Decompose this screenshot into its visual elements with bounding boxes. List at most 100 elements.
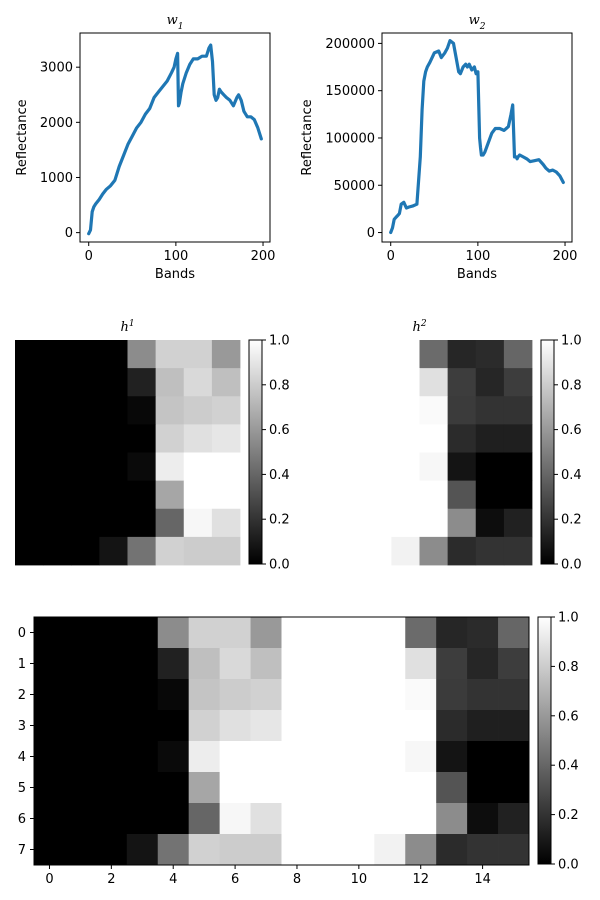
heatmap-cell [503, 424, 533, 453]
heatmap-cell [211, 480, 241, 510]
heatmap-cell [211, 340, 241, 369]
heatmap-cell [343, 834, 375, 866]
heatmap-cell [436, 803, 468, 835]
y-tick-label: 6 [18, 812, 26, 827]
heatmap-cell [155, 508, 185, 538]
heatmap-cell [374, 648, 406, 680]
heatmap-cell [419, 536, 449, 566]
heatmap-cell [64, 679, 97, 711]
heatmap-cell [15, 396, 44, 425]
heatmap-cell [343, 803, 375, 835]
x-axis-label: Bands [155, 267, 195, 282]
heatmap-cell [391, 340, 420, 369]
heatmap-cell [503, 340, 533, 369]
heatmap-cell [34, 772, 66, 804]
title-main: h [120, 320, 128, 335]
heatmap-cell [64, 617, 97, 649]
chart-title: w2 [469, 13, 486, 32]
heatmap-cell [183, 508, 213, 538]
heatmap-cell [419, 396, 449, 425]
heatmap-cell [405, 648, 437, 680]
heatmap-cell [281, 710, 313, 742]
heatmap-cell [157, 834, 190, 866]
heatmap-cell [188, 803, 221, 835]
x-tick-label: 8 [293, 872, 301, 887]
heatmap-cell [498, 741, 530, 773]
y-tick-label: 7 [18, 843, 26, 858]
heatmap-cell [71, 480, 100, 510]
title-superscript: 1 [129, 319, 135, 329]
heatmap-cell [43, 452, 72, 482]
heatmap-cell [126, 679, 159, 711]
heatmap-cell [219, 834, 251, 866]
heatmap-cell [64, 803, 97, 835]
heatmap-cell [34, 679, 66, 711]
heatmap-cell [475, 340, 505, 369]
heatmap-cell [498, 617, 530, 649]
heatmap-cell [127, 340, 157, 369]
heatmap-cell [188, 834, 221, 866]
heatmap-cell [211, 368, 241, 397]
heatmap-cell [95, 617, 128, 649]
heatmap-cell [219, 648, 251, 680]
heatmap-cell [436, 710, 468, 742]
heatmap-cell [127, 452, 157, 482]
heatmap-cell [183, 424, 213, 453]
heatmap-cell [343, 772, 375, 804]
heatmap-cell [126, 741, 159, 773]
colorbar-tick-label: 0.0 [561, 558, 582, 573]
heatmap-cell [436, 741, 468, 773]
y-tick-label: 150000 [325, 84, 375, 99]
y-axis-label: Reflectance [300, 99, 315, 175]
heatmap-cell [363, 340, 392, 369]
heatmap-cell [312, 803, 344, 835]
plot-frame [79, 32, 271, 243]
heatmap-cell [127, 536, 157, 566]
heatmap-cell [374, 741, 406, 773]
heatmap-cell [99, 508, 128, 538]
heatmap-cell [127, 480, 157, 510]
title-subscript: 2 [479, 22, 486, 32]
heatmap-cell [183, 396, 213, 425]
heatmap-cell [71, 536, 100, 566]
plot-frame [381, 32, 573, 243]
heatmap-cell [391, 508, 420, 538]
colorbar-gradient [537, 616, 552, 865]
heatmap-cell [405, 803, 437, 835]
heatmap-cell [436, 617, 468, 649]
heatmap-cell [250, 741, 282, 773]
heatmap-cell [157, 772, 190, 804]
heatmap-cell [405, 834, 437, 866]
x-tick-label: 0 [387, 249, 395, 264]
heatmap-cell [447, 424, 477, 453]
y-axis-label: Reflectance [15, 99, 30, 175]
heatmap-cell [95, 834, 128, 866]
heatmap-cell [467, 710, 499, 742]
heatmap-cell [312, 617, 344, 649]
heatmap-cell [343, 741, 375, 773]
heatmap-cell [419, 452, 449, 482]
heatmap-cell [43, 480, 72, 510]
heatmap-cell [64, 710, 97, 742]
heatmap-cell [335, 536, 364, 566]
heatmap-cell [155, 424, 185, 453]
heatmap-cell [34, 617, 66, 649]
heatmap-cell [343, 679, 375, 711]
heatmap-cell [447, 508, 477, 538]
heatmap-cell [281, 679, 313, 711]
heatmap-cell [503, 396, 533, 425]
colorbar-tick-label: 0.6 [269, 423, 290, 438]
heatmap-cell [71, 340, 100, 369]
heatmap-cell [307, 480, 336, 510]
heatmap-cell [503, 452, 533, 482]
heatmap-cell [95, 679, 128, 711]
heatmap-cell [405, 617, 437, 649]
heatmap-cell [188, 648, 221, 680]
heatmap-cell [307, 536, 336, 566]
heatmap-cell [475, 396, 505, 425]
heatmap-cell [43, 508, 72, 538]
heatmap-cell [250, 803, 282, 835]
heatmap-cell [155, 368, 185, 397]
heatmap-cell [157, 741, 190, 773]
heatmap-cell [281, 772, 313, 804]
